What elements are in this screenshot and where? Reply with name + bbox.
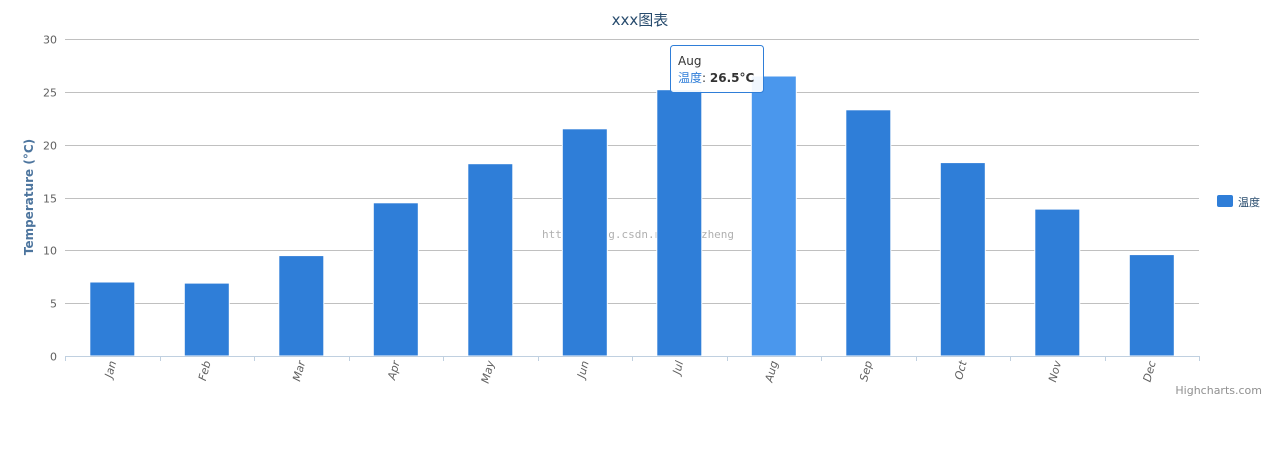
x-tick-label: Dec bbox=[1141, 359, 1159, 383]
y-tick-label: 0 bbox=[50, 351, 57, 364]
x-tick-label: Apr bbox=[385, 358, 403, 382]
tooltip: Aug 温度: 26.5°C bbox=[670, 45, 764, 93]
tooltip-line: 温度: 26.5°C bbox=[678, 70, 754, 85]
y-tick-label: 30 bbox=[43, 34, 57, 47]
y-tick-label: 10 bbox=[43, 245, 57, 258]
credits-link[interactable]: Highcharts.com bbox=[1175, 384, 1262, 397]
x-tick-label: Nov bbox=[1046, 359, 1064, 384]
bar-jul[interactable] bbox=[656, 89, 703, 357]
x-tick-label: May bbox=[479, 359, 498, 385]
y-tick-label: 5 bbox=[50, 298, 57, 311]
bar-jun[interactable] bbox=[561, 128, 608, 357]
x-tick-label: Jul bbox=[670, 359, 687, 377]
bar-dec[interactable] bbox=[1128, 254, 1175, 357]
tooltip-category: Aug bbox=[678, 54, 701, 68]
x-tick-label: Mar bbox=[290, 358, 308, 383]
y-axis-label: Temperature (°C) bbox=[22, 139, 36, 255]
y-tick-label: 15 bbox=[43, 193, 57, 206]
tooltip-box bbox=[670, 45, 764, 93]
tooltip-series-name: 温度 bbox=[678, 70, 702, 85]
bar-may[interactable] bbox=[467, 163, 514, 357]
bar-jan[interactable] bbox=[89, 281, 136, 357]
bar-feb[interactable] bbox=[183, 282, 230, 357]
tooltip-separator: : bbox=[702, 71, 710, 85]
tooltip-value: 26.5°C bbox=[710, 71, 755, 85]
legend-item-label[interactable]: 温度 bbox=[1238, 195, 1260, 209]
chart-title: xxx图表 bbox=[612, 11, 669, 29]
bar-series bbox=[89, 75, 1175, 357]
x-tick-label: Sep bbox=[857, 359, 875, 382]
bar-sep[interactable] bbox=[845, 109, 892, 357]
bar-apr[interactable] bbox=[372, 202, 419, 357]
x-tick-label: Jun bbox=[574, 359, 592, 381]
bar-oct[interactable] bbox=[939, 162, 986, 357]
legend[interactable]: 温度 bbox=[1217, 195, 1260, 209]
bar-nov[interactable] bbox=[1034, 208, 1081, 357]
y-tick-label: 20 bbox=[43, 140, 57, 153]
x-tick-label: Jan bbox=[102, 359, 119, 381]
gridlines bbox=[65, 39, 1199, 304]
legend-symbol[interactable] bbox=[1217, 195, 1233, 207]
x-axis-ticks: Jan Feb Mar Apr May Jun Jul Aug Sep Oct Nov Dec bbox=[65, 356, 1200, 385]
y-tick-label: 25 bbox=[43, 87, 57, 100]
y-axis-ticks: 0 5 10 15 20 25 30 bbox=[43, 34, 57, 364]
bar-aug[interactable] bbox=[750, 75, 797, 357]
x-tick-label: Aug bbox=[762, 359, 780, 384]
x-tick-label: Oct bbox=[952, 359, 970, 381]
bar-mar[interactable] bbox=[278, 255, 325, 357]
x-tick-label: Feb bbox=[196, 359, 214, 382]
